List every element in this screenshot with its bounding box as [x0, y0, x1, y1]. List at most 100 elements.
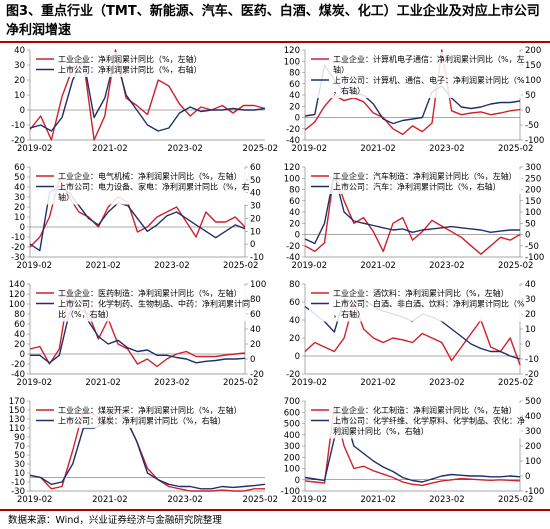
y-tick-label-right: 0 — [250, 355, 255, 365]
series-line-listed — [304, 173, 520, 245]
y-tick-label-right: -20 — [250, 370, 264, 380]
y-tick-label-left: 50 — [14, 451, 25, 461]
y-tick-label-right: 200 — [525, 442, 541, 452]
y-tick-label-right: 30 — [525, 295, 536, 305]
y-tick-label-left: 120 — [284, 163, 300, 173]
y-tick-label-left: 170 — [9, 397, 25, 407]
y-tick-label-right: 40 — [525, 280, 536, 290]
y-tick-label-left: 40 — [289, 208, 300, 218]
y-tick-label-left: 60 — [289, 80, 300, 90]
y-tick-label-right: 200 — [525, 46, 541, 56]
y-tick-label-left: 100 — [284, 57, 300, 67]
legend-label: 工业企业：净利润累计同比（%，左轴） — [58, 54, 202, 64]
legend-label: 上市公司：化学纤维、化学原料、化学制品、农化：净 — [333, 416, 525, 426]
series-line-listed — [29, 404, 266, 490]
y-tick-label-right: 0 — [525, 106, 530, 116]
legend-box — [34, 169, 247, 205]
y-tick-label-right: 60 — [250, 310, 261, 320]
y-tick-label-left: 0 — [20, 350, 25, 360]
y-tick-label-left: 90 — [14, 433, 25, 443]
y-tick-label-left: 700 — [284, 397, 300, 407]
y-tick-label-left: 10 — [14, 91, 25, 101]
y-tick-label-right: 200 — [525, 186, 541, 196]
y-tick-label-left: 20 — [289, 102, 300, 112]
y-tick-label-right: 50 — [525, 219, 536, 229]
title-divider — [0, 41, 550, 43]
y-tick-label-left: 0 — [295, 114, 300, 124]
legend-label: 工业企业：医药制造：净利润累计同比（%，左轴） — [58, 288, 242, 298]
x-tick-label: 2019-02 — [292, 495, 328, 505]
x-tick-label: 2023-02 — [167, 144, 203, 154]
y-tick-label-left: -100 — [281, 487, 300, 497]
y-tick-label-left: 150 — [9, 406, 25, 416]
x-tick-label: 2021-02 — [360, 495, 396, 505]
chart-panel-2: -40-20020406080100120-100-50050100150200… — [284, 46, 545, 154]
y-tick-label-left: 30 — [14, 61, 25, 71]
legend-box — [34, 52, 262, 77]
y-tick-label-left: 60 — [14, 163, 25, 173]
y-tick-label-left: -20 — [286, 242, 300, 252]
x-tick-label: 2025-02 — [498, 495, 534, 505]
legend-label: 利润累计同比（%，右轴） — [333, 426, 429, 436]
y-tick-label-left: 110 — [9, 424, 25, 434]
y-tick-label-right: 60 — [250, 163, 261, 173]
legend-label: 轴） — [58, 192, 74, 202]
chart-panel-3: -30-20-100102030405060-10010203040506020… — [11, 163, 264, 271]
x-tick-label: 2023-02 — [167, 495, 203, 505]
x-tick-label: 2023-02 — [154, 261, 190, 271]
y-tick-label-right: -100 — [525, 136, 544, 146]
chart-panel-4: -40-20020406080100120-100-50050100150200… — [284, 163, 545, 271]
y-tick-label-right: 100 — [525, 208, 541, 218]
y-tick-label-left: 0 — [295, 352, 300, 362]
x-tick-label: 2025-02 — [243, 495, 279, 505]
x-tick-label: 2023-02 — [429, 144, 465, 154]
y-tick-label-right: 0 — [525, 340, 530, 350]
legend-label: ，右轴） — [333, 309, 365, 319]
legend-box — [309, 403, 522, 439]
y-tick-label-left: -40 — [286, 253, 300, 263]
legend-label: 轴） — [333, 65, 349, 75]
y-tick-label-right: 100 — [250, 280, 266, 290]
legend-label: 工业企业：煤炭开采：净利润累计同比（%，左轴） — [58, 405, 242, 415]
legend-label: ，右轴） — [333, 86, 365, 96]
y-tick-label-left: 40 — [14, 46, 25, 56]
y-tick-label-right: 20 — [250, 214, 261, 224]
y-tick-label-left: 120 — [284, 46, 300, 56]
series-line-listed — [29, 55, 266, 132]
y-tick-label-right: -20 — [525, 370, 539, 380]
legend-label: 上市公司：电力设备、家电：净利润累计同比（%，右 — [58, 182, 250, 192]
x-tick-label: 2025-02 — [498, 144, 534, 154]
x-tick-label: 2019-02 — [17, 261, 53, 271]
series-line-industry — [29, 409, 265, 492]
x-tick-label: 2021-02 — [85, 378, 121, 388]
source-divider — [0, 509, 550, 511]
x-tick-label: 2025-02 — [498, 378, 534, 388]
y-tick-label-left: 40 — [14, 183, 25, 193]
y-tick-label-left: 500 — [284, 420, 300, 430]
y-tick-label-right: 150 — [525, 61, 541, 71]
y-tick-label-right: 30 — [250, 202, 261, 212]
legend-label: 工业企业：汽车制造：净利润累计同比（%，左轴） — [333, 171, 517, 181]
x-tick-label: 2023-02 — [429, 378, 465, 388]
legend-label: 上市公司：净利润累计同比（%，右轴） — [58, 65, 202, 75]
y-tick-label-left: -20 — [286, 370, 300, 380]
y-tick-label-left: 50 — [14, 173, 25, 183]
x-tick-label: 2019-02 — [17, 495, 53, 505]
y-tick-label-right: 50 — [525, 91, 536, 101]
y-tick-label-left: -30 — [11, 487, 25, 497]
legend-label: 上市公司：煤炭：净利润累计同比（%，右轴） — [58, 416, 226, 426]
x-tick-label: 2019-02 — [17, 378, 53, 388]
x-tick-label: 2023-02 — [429, 495, 465, 505]
y-tick-label-left: 20 — [14, 340, 25, 350]
x-tick-label: 2019-02 — [17, 144, 53, 154]
y-tick-label-right: 20 — [525, 310, 536, 320]
y-tick-label-right: 100 — [525, 76, 541, 86]
y-tick-label-left: 200 — [284, 453, 300, 463]
y-tick-label-left: 100 — [284, 465, 300, 475]
x-tick-label: 2019-02 — [292, 144, 328, 154]
y-tick-label-left: 100 — [284, 174, 300, 184]
y-tick-label-left: -40 — [286, 136, 300, 146]
y-tick-label-right: 10 — [250, 227, 261, 237]
y-tick-label-left: -20 — [11, 243, 25, 253]
